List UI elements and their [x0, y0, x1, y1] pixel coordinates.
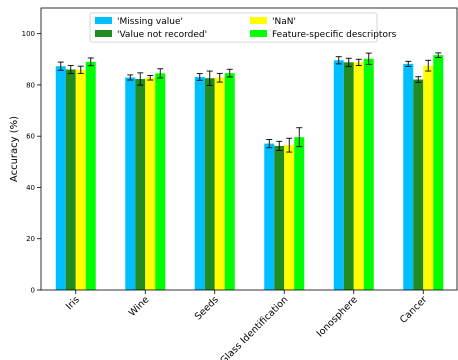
bar-wine-series-0 [125, 77, 136, 290]
y-tick-label: 20 [26, 235, 35, 243]
x-tick-label-seeds: Seeds [193, 294, 221, 322]
bar-cancer-series-1 [413, 79, 424, 290]
bar-seeds-series-1 [204, 78, 215, 290]
y-tick-label: 60 [26, 133, 35, 141]
y-tick-label: 80 [26, 81, 35, 89]
error-bar-ionosphere-series-1 [345, 57, 352, 67]
error-bar-seeds-series-1 [206, 70, 213, 86]
bar-cancer-series-2 [423, 65, 434, 290]
plot-frame [40, 7, 458, 291]
y-axis: 0 20 40 60 80 100 [22, 30, 41, 295]
x-tick-label-iris: Iris [64, 294, 82, 312]
bar-wine-series-2 [145, 77, 156, 290]
error-bar-iris-series-3 [87, 57, 94, 67]
y-tick-label: 100 [22, 30, 35, 38]
error-bar-iris-series-1 [67, 64, 74, 75]
error-bar-wine-series-3 [157, 68, 164, 79]
bar-iris-series-2 [75, 69, 86, 291]
error-bar-ionosphere-series-3 [365, 52, 372, 65]
bar-iris-series-0 [55, 66, 66, 290]
x-tick-label-cancer: Cancer [398, 294, 429, 325]
error-bar-glass-identification-series-3 [296, 127, 303, 148]
error-bar-seeds-series-0 [196, 73, 203, 81]
error-bar-ionosphere-series-2 [355, 58, 362, 66]
error-bar-ionosphere-series-0 [335, 56, 342, 65]
legend-box [89, 12, 378, 43]
bar-iris-series-1 [65, 69, 76, 290]
bars-layer [55, 55, 444, 291]
error-bar-seeds-series-3 [226, 68, 233, 78]
bar-cancer-series-3 [433, 55, 444, 290]
error-bar-cancer-series-0 [405, 60, 412, 67]
error-bar-iris-series-0 [57, 61, 64, 71]
x-tick-label-ionosphere: Ionosphere [315, 294, 360, 339]
x-tick-label-wine: Wine [127, 294, 152, 319]
y-tick-label: 0 [31, 287, 35, 295]
legend-label-2: 'NaN' [272, 17, 296, 27]
bar-glass-identification-series-3 [294, 137, 305, 290]
legend-swatch-1 [95, 30, 112, 37]
bar-seeds-series-3 [224, 73, 235, 290]
bar-ionosphere-series-2 [353, 62, 364, 290]
bar-glass-identification-series-0 [264, 143, 275, 290]
bar-seeds-series-0 [194, 76, 205, 290]
error-bar-wine-series-2 [147, 74, 154, 81]
error-bar-iris-series-2 [77, 65, 84, 74]
bar-wine-series-1 [135, 79, 146, 290]
error-bar-wine-series-0 [127, 74, 134, 81]
legend-label-1: 'Value not recorded' [117, 30, 207, 40]
bar-seeds-series-2 [214, 77, 225, 290]
bar-wine-series-3 [155, 73, 166, 290]
bar-glass-identification-series-1 [274, 145, 285, 290]
bar-ionosphere-series-0 [333, 60, 344, 290]
error-bar-seeds-series-2 [216, 72, 223, 83]
legend-swatch-0 [95, 17, 112, 24]
bar-glass-identification-series-2 [284, 145, 295, 290]
y-axis-title: Accuracy (%) [9, 116, 20, 182]
x-tick-label-glass-identification: Glass Identification [218, 294, 290, 360]
bar-ionosphere-series-1 [343, 62, 354, 290]
error-bar-cancer-series-2 [425, 59, 432, 72]
legend: 'Missing value' 'Value not recorded' 'NaN'… [89, 12, 397, 43]
error-bar-glass-identification-series-2 [286, 137, 293, 153]
bar-iris-series-3 [85, 61, 96, 290]
error-bar-glass-identification-series-1 [276, 140, 283, 151]
error-bar-cancer-series-3 [435, 52, 442, 58]
error-bar-wine-series-1 [137, 72, 144, 86]
legend-label-3: Feature-specific descriptors [272, 30, 397, 40]
y-tick-label: 40 [26, 184, 35, 192]
error-bars-layer [57, 52, 442, 153]
legend-swatch-3 [250, 30, 267, 37]
error-bar-cancer-series-1 [415, 76, 422, 83]
error-bar-glass-identification-series-0 [266, 139, 273, 149]
bar-cancer-series-0 [403, 63, 414, 291]
legend-label-0: 'Missing value' [117, 17, 183, 27]
bar-ionosphere-series-3 [363, 58, 374, 291]
legend-swatch-2 [250, 17, 267, 24]
